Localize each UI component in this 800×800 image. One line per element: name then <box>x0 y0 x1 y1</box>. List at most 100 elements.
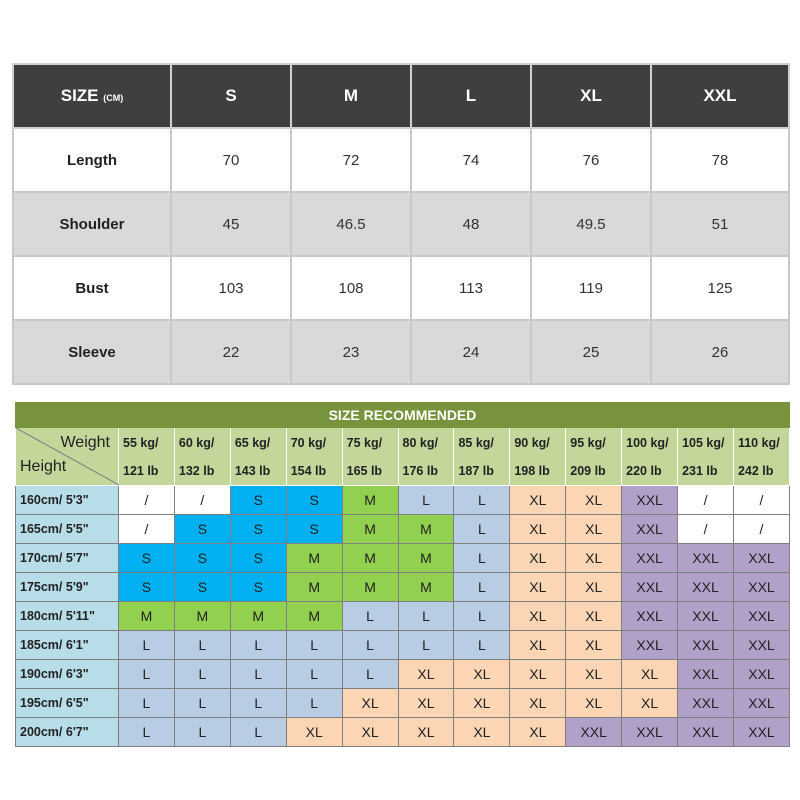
measurement-value: 70 <box>170 127 292 193</box>
recommended-size-cell: L <box>341 659 399 689</box>
size-header-row: SIZE (CM) S M L XL XXL <box>12 63 790 129</box>
recommended-size-cell: S <box>118 543 175 573</box>
height-label-cell: 175cm/ 5'9" <box>15 572 119 602</box>
recommended-size-cell: M <box>341 543 399 573</box>
recommended-size-cell: L <box>453 601 511 631</box>
recommended-size-cell: M <box>341 485 399 515</box>
weight-kg: 110 kg/ <box>737 435 780 450</box>
recommended-size-cell: L <box>285 688 343 718</box>
recommended-size-cell: L <box>173 659 231 689</box>
height-row: 165cm/ 5'5" / S S S M M L XL XL XXL / / <box>15 514 791 544</box>
diagonal-divider <box>16 428 119 485</box>
recommended-size-cell: S <box>229 485 287 515</box>
recommended-size-cell: XXL <box>621 717 679 747</box>
weight-kg: 105 kg/ <box>682 435 725 450</box>
recommended-size-cell: S <box>118 572 175 602</box>
measurement-label: Bust <box>12 255 172 321</box>
recommended-size-cell: XL <box>565 659 623 689</box>
recommended-size-cell: L <box>173 630 231 660</box>
measurement-value: 24 <box>410 319 532 385</box>
recommended-size-cell: XL <box>565 688 623 718</box>
height-label-cell: 200cm/ 6'7" <box>15 717 119 747</box>
recommended-size-cell: M <box>341 572 399 602</box>
recommended-size-cell: XL <box>397 688 455 718</box>
recommended-size-cell: M <box>285 601 343 631</box>
weight-kg: 90 kg/ <box>514 435 550 450</box>
recommended-size-cell: S <box>173 543 231 573</box>
height-label-cell: 160cm/ 5'3" <box>15 485 119 515</box>
recommended-size-cell: XXL <box>621 572 679 602</box>
recommended-size-cell: / <box>118 485 175 515</box>
weight-kg: 80 kg/ <box>402 435 438 450</box>
size-recommended-title: SIZE RECOMMENDED <box>15 402 790 428</box>
measurement-row: Bust 103 108 113 119 125 <box>12 255 790 321</box>
recommended-size-cell: XXL <box>621 543 679 573</box>
recommended-size-cell: / <box>677 514 734 544</box>
height-row: 160cm/ 5'3" / / S S M L L XL XL XXL / / <box>15 485 791 515</box>
recommended-size-cell: S <box>285 485 343 515</box>
size-column-header: XXL <box>650 63 790 129</box>
measurement-row: Sleeve 22 23 24 25 26 <box>12 319 790 385</box>
recommended-size-cell: XL <box>565 601 623 631</box>
recommended-size-cell: XL <box>397 717 455 747</box>
size-column-header: XL <box>530 63 652 129</box>
recommended-size-cell: XL <box>565 572 623 602</box>
recommended-size-cell: XL <box>453 688 511 718</box>
recommended-size-cell: M <box>285 543 343 573</box>
recommended-size-cell: XXL <box>732 630 791 660</box>
weight-column-header: 65 kg/143 lb <box>229 427 287 486</box>
weight-label: Weight <box>60 434 110 451</box>
recommended-size-cell: XL <box>509 543 567 573</box>
recommended-size-cell: L <box>229 630 287 660</box>
recommended-size-cell: XXL <box>621 601 679 631</box>
recommended-size-cell: XL <box>397 659 455 689</box>
weight-column-header: 95 kg/209 lb <box>565 427 623 486</box>
recommended-size-cell: / <box>732 514 791 544</box>
weight-kg: 70 kg/ <box>290 435 327 450</box>
measurement-value: 46.5 <box>290 191 412 257</box>
height-row: 200cm/ 6'7" L L L XL XL XL XL XL XXL XXL XXL XXL <box>15 717 791 747</box>
weight-column-header: 110 kg/242 lb <box>732 427 791 486</box>
recommended-size-cell: XL <box>509 601 567 631</box>
weight-lb: 154 lb <box>290 463 327 478</box>
measurement-label: Length <box>12 127 172 193</box>
weight-kg: 95 kg/ <box>570 435 606 450</box>
recommended-size-cell: M <box>285 572 343 602</box>
measurement-value: 119 <box>530 255 652 321</box>
weight-kg: 60 kg/ <box>178 435 215 450</box>
recommended-size-cell: XXL <box>621 485 679 515</box>
measurement-value: 26 <box>650 319 790 385</box>
weight-lb: 121 lb <box>123 463 159 478</box>
recommended-size-cell: XL <box>285 717 343 747</box>
recommended-size-cell: XL <box>565 543 623 573</box>
height-row: 175cm/ 5'9" S S S M M M L XL XL XXL XXL XXL <box>15 572 791 602</box>
recommended-size-cell: XXL <box>677 717 734 747</box>
measurement-value: 74 <box>410 127 532 193</box>
weight-column-header: 80 kg/176 lb <box>397 427 455 486</box>
weight-lb: 165 lb <box>346 463 383 478</box>
recommended-size-cell: L <box>118 717 175 747</box>
size-column-header: L <box>410 63 532 129</box>
recommended-size-cell: XXL <box>732 688 791 718</box>
weight-kg: 75 kg/ <box>346 435 383 450</box>
measurement-value: 49.5 <box>530 191 652 257</box>
weight-lb: 231 lb <box>682 463 718 478</box>
weight-column-header: 55 kg/121 lb <box>118 427 175 486</box>
recommended-size-cell: L <box>453 572 511 602</box>
recommended-size-cell: XXL <box>621 630 679 660</box>
recommended-size-cell: M <box>229 601 287 631</box>
measurement-value: 45 <box>170 191 292 257</box>
recommended-size-cell: L <box>285 630 343 660</box>
weight-lb: 143 lb <box>234 463 271 478</box>
recommended-size-cell: XXL <box>732 717 791 747</box>
measurement-value: 23 <box>290 319 412 385</box>
recommended-size-cell: XL <box>509 514 567 544</box>
measurement-value: 125 <box>650 255 790 321</box>
recommended-size-cell: L <box>397 601 455 631</box>
recommended-size-cell: M <box>173 601 231 631</box>
weight-column-header: 100 kg/220 lb <box>621 427 679 486</box>
recommended-size-cell: XL <box>509 485 567 515</box>
weight-lb: 242 lb <box>737 463 774 478</box>
height-row: 190cm/ 6'3" L L L L L XL XL XL XL XL XXL XXL <box>15 659 791 689</box>
recommended-size-cell: XXL <box>677 688 734 718</box>
